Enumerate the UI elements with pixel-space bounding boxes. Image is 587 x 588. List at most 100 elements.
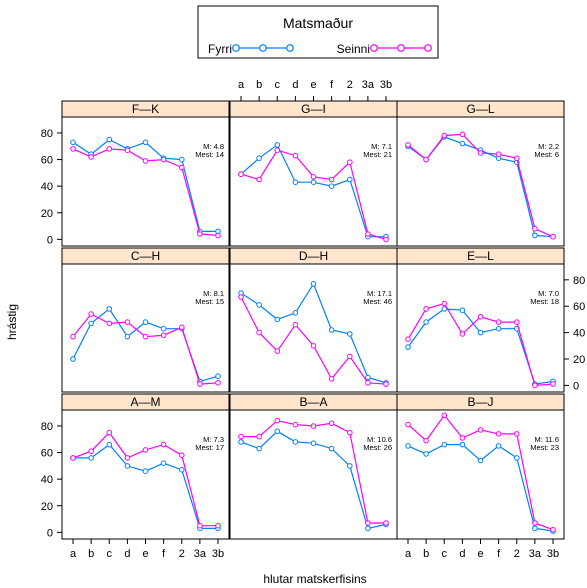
data-point-Seinni — [423, 437, 429, 444]
data-point-Fyrri — [477, 457, 484, 464]
data-point-Seinni — [532, 520, 538, 526]
data-point-Seinni — [160, 156, 167, 163]
data-point-Seinni — [550, 233, 556, 240]
panel-stat-1: Mest: 14 — [195, 150, 224, 159]
data-point-Seinni — [405, 336, 411, 343]
panel-stat-1: Mest: 17 — [195, 443, 224, 452]
data-point-Seinni — [347, 353, 353, 360]
data-point-Seinni — [328, 420, 335, 427]
panel-stat-1: Mest: 18 — [530, 297, 559, 306]
data-point-Seinni — [441, 300, 448, 307]
data-point-Seinni — [495, 431, 502, 437]
data-point-Seinni — [532, 225, 538, 232]
data-point-Fyrri — [347, 463, 353, 469]
x-tick-label: 3b — [380, 79, 392, 91]
y-tick-label: 80 — [41, 128, 53, 140]
panel-strip-label: G—I — [301, 102, 326, 116]
x-tick-label: 2 — [514, 548, 520, 560]
legend-marker-fyrri — [232, 44, 240, 52]
data-point-Seinni — [256, 329, 262, 336]
y-axis-label: hrástig — [5, 304, 19, 340]
data-point-Seinni — [292, 152, 299, 159]
x-tick-label: f — [497, 548, 501, 560]
data-point-Seinni — [514, 431, 520, 437]
data-point-Seinni — [532, 382, 538, 389]
data-point-Seinni — [514, 155, 520, 161]
data-point-Seinni — [256, 433, 262, 440]
data-point-Seinni — [550, 526, 556, 533]
y-tick-label: 40 — [41, 474, 53, 486]
data-point-Fyrri — [256, 302, 262, 308]
data-point-Fyrri — [292, 179, 299, 185]
data-point-Seinni — [215, 522, 221, 529]
panel-frame — [396, 116, 565, 247]
data-point-Seinni — [477, 150, 484, 156]
data-point-Seinni — [310, 343, 317, 349]
data-point-Fyrri — [88, 320, 94, 327]
panel-strip-label: D—H — [299, 249, 328, 263]
panel-stat-1: Mest: 6 — [534, 150, 559, 159]
data-point-Seinni — [215, 232, 221, 239]
data-point-Seinni — [423, 306, 429, 312]
data-point-Seinni — [459, 435, 466, 441]
legend-label-fyrri: Fyrri — [208, 42, 232, 56]
panel-stat-1: Mest: 21 — [363, 150, 392, 159]
data-point-Fyrri — [70, 356, 76, 362]
panel-stat-1: Mest: 23 — [530, 443, 559, 452]
data-point-Fyrri — [310, 440, 317, 447]
panel-frame — [61, 263, 230, 393]
data-point-Fyrri — [88, 455, 94, 461]
data-point-Seinni — [274, 348, 281, 354]
data-point-Fyrri — [495, 325, 502, 332]
x-tick-label: f — [330, 79, 334, 91]
panel-strip-label: E—L — [467, 249, 494, 263]
data-point-Seinni — [477, 314, 484, 320]
y-tick-label: 0 — [47, 527, 53, 539]
data-point-Seinni — [383, 381, 389, 387]
data-point-Seinni — [383, 520, 389, 526]
data-point-Seinni — [310, 174, 317, 180]
x-tick-label: c — [107, 548, 113, 560]
panel-frame — [61, 409, 230, 540]
y-tick-label: 0 — [47, 234, 53, 246]
panel-stat-0: M: 4.8 — [203, 142, 224, 151]
x-tick-label: c — [275, 79, 281, 91]
data-point-Fyrri — [441, 306, 448, 312]
data-point-Fyrri — [328, 327, 335, 333]
data-point-Fyrri — [347, 176, 353, 183]
data-point-Fyrri — [477, 329, 484, 336]
data-point-Seinni — [197, 522, 203, 529]
legend-marker-seinni — [370, 44, 378, 52]
data-point-Seinni — [365, 231, 371, 237]
data-point-Fyrri — [365, 525, 371, 532]
data-point-Fyrri — [423, 319, 429, 325]
series-line-Seinni — [240, 296, 387, 385]
data-point-Seinni — [106, 429, 113, 436]
panel-frame — [61, 116, 230, 247]
data-point-Seinni — [274, 147, 281, 153]
data-point-Seinni — [405, 142, 411, 148]
data-point-Fyrri — [106, 441, 113, 448]
data-point-Fyrri — [532, 525, 538, 532]
panel-stat-1: Mest: 46 — [363, 297, 392, 306]
data-point-Seinni — [88, 311, 94, 317]
x-tick-label: b — [256, 79, 262, 91]
data-point-Fyrri — [292, 310, 299, 316]
y-tick-label: 40 — [41, 181, 53, 193]
x-axis-label: hlutar matskerfisins — [263, 572, 366, 586]
data-point-Seinni — [106, 320, 113, 327]
data-point-Seinni — [142, 158, 149, 164]
data-point-Fyrri — [328, 183, 335, 189]
data-point-Fyrri — [142, 139, 149, 146]
data-point-Seinni — [124, 319, 131, 325]
data-point-Seinni — [550, 381, 556, 387]
x-tick-label: e — [142, 548, 148, 560]
data-point-Seinni — [405, 421, 411, 428]
data-point-Fyrri — [405, 443, 411, 449]
panel-frame — [229, 409, 398, 540]
panel-stat-0: M: 2.2 — [538, 142, 559, 151]
